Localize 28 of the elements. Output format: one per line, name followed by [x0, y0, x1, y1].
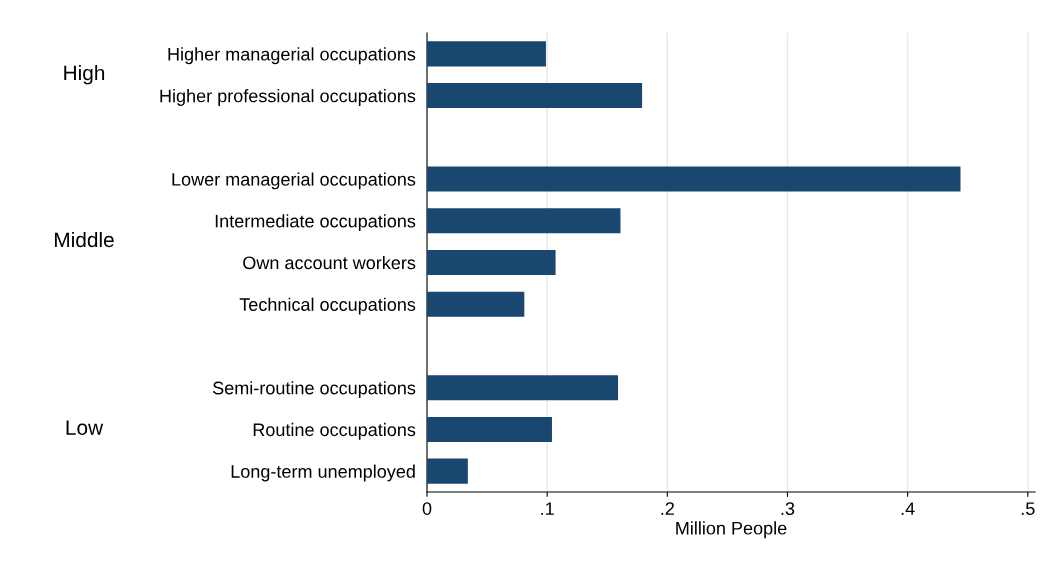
x-axis-title: Million People: [676, 521, 787, 539]
y-tick-label: Higher managerial occupations: [168, 47, 416, 65]
y-tick-label: Routine occupations: [253, 422, 416, 440]
bar: [427, 458, 468, 484]
y-tick-label: Long-term unemployed: [231, 464, 415, 482]
y-tick-label: Semi-routine occupations: [212, 381, 416, 398]
bar: [427, 249, 556, 276]
text: High: [64, 65, 105, 85]
bar: [427, 41, 546, 67]
x-tick-label: .5: [1021, 502, 1035, 515]
y-tick-label: Own account workers: [243, 255, 416, 270]
y-tick-label: Technical occupations: [239, 297, 416, 315]
y-tick-label: Intermediate occupations: [215, 214, 416, 232]
bar: [427, 291, 525, 317]
text: Middle: [55, 231, 114, 248]
bar: [427, 416, 552, 442]
x-tick-label: .4: [901, 502, 915, 515]
x-tick-label: .3: [781, 502, 795, 515]
bar: [427, 83, 643, 109]
y-tick-label: Lower managerial occupations: [172, 172, 416, 190]
bar: [427, 375, 619, 401]
bar: [427, 166, 961, 192]
bar: [427, 208, 621, 234]
x-tick-label: 0: [422, 502, 432, 515]
y-tick-label: Higher professional occupations: [160, 89, 416, 106]
text: Low: [66, 420, 104, 435]
x-tick-label: .1: [541, 502, 554, 515]
x-tick-label: .2: [661, 502, 674, 515]
